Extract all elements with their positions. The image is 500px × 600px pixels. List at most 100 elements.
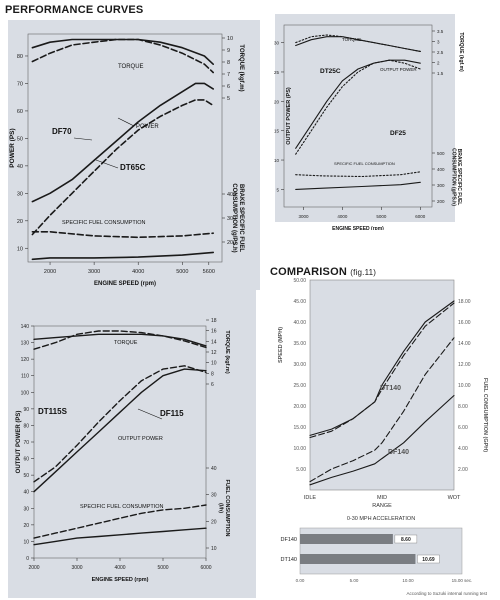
annotation-dt25c: DT25C	[320, 68, 341, 75]
y2-axis-label: FUEL CONSUMPTION (GPH)	[482, 378, 488, 452]
y2-tick-label: 4.00	[458, 446, 468, 452]
y-tick-label: 40	[17, 164, 23, 170]
y-tick-label: 25.00	[293, 383, 306, 389]
comparison-heading: COMPARISON (fig.11)	[270, 266, 376, 278]
chart-df25-panel	[275, 14, 455, 222]
annotation-torque: TORQUE	[342, 37, 361, 42]
y-tick-label: 5	[276, 187, 279, 192]
annotation-df25: DF25	[390, 130, 406, 137]
y2-tick-label: 14.00	[458, 341, 471, 347]
chart-df115-panel	[8, 288, 256, 598]
y-tick-label: 30.00	[293, 362, 306, 368]
y3-tick-label: 300	[437, 183, 445, 188]
y3-tick-label: 30	[211, 493, 217, 499]
y-tick-label: 25	[274, 70, 280, 75]
y3-axis-label: BRAKE SPECIFIC FUELCONSUMPTION (g/PS.h)	[231, 183, 244, 252]
y-tick-label: 120	[21, 357, 30, 363]
x-tick-label: 3000	[298, 214, 309, 219]
series-df25	[295, 59, 421, 149]
y-tick-label: 50	[23, 473, 29, 479]
y3-tick-label: 500	[437, 151, 445, 156]
x-tick-label: 10.00	[402, 578, 414, 583]
annotation-df140: DF140	[388, 449, 409, 456]
annotation-df70: DF70	[52, 127, 72, 136]
bar-label-df140: DF140	[280, 537, 297, 543]
y2-axis-label: TORQUE (kgf.m)	[458, 32, 464, 72]
y-tick-label: 90	[23, 407, 29, 413]
series-df115	[33, 368, 207, 493]
series-dt140-speed	[309, 302, 455, 439]
x-tick-label: 15.00 sec.	[452, 578, 473, 583]
annotation-output-power: OUTPUT POWER	[380, 67, 417, 72]
y-tick-label: 10	[274, 158, 280, 163]
y-axis-label: SPEED (MPH)	[278, 327, 284, 363]
y-tick-label: 110	[21, 374, 29, 380]
chart-title: 0-30 MPH ACCELERATION	[347, 516, 415, 522]
annotation-specific-fuel-consumption: SPECIFIC FUEL CONSUMPTION	[62, 220, 146, 226]
x-tick-label: IDLE	[304, 495, 317, 501]
annotation-leader	[117, 117, 135, 127]
annotation-specific-fuel-consumption: SPECIFIC FUEL CONSUMPTION	[334, 161, 395, 166]
y-tick-label: 130	[21, 341, 30, 347]
y-tick-label: 20	[274, 99, 280, 104]
y-tick-label: 80	[17, 54, 23, 60]
bar-label-dt140: DT140	[280, 557, 297, 563]
bar-value-dt140: 10.69	[422, 557, 435, 563]
series-dt115s	[33, 365, 207, 483]
annotation-power: POWER	[136, 124, 159, 130]
y-tick-label: 10	[17, 246, 23, 252]
y3-tick-label: 300	[227, 216, 236, 222]
y-axis-label: POWER (PS)	[9, 128, 16, 167]
y3-tick-label: 400	[227, 192, 236, 198]
series-dt65c	[31, 99, 214, 236]
y-tick-label: 35.00	[293, 341, 306, 347]
plot-frame	[33, 325, 207, 559]
y-tick-label: 30	[17, 191, 23, 197]
annotation-dt140: DT140	[380, 385, 401, 392]
y2-tick-label: 7	[227, 72, 230, 78]
y3-tick-label: 200	[437, 199, 445, 204]
y2-tick-label: 10	[211, 361, 217, 367]
x-tick-label: 5.00	[350, 578, 359, 583]
series-dt65c-torque	[31, 38, 214, 74]
series-dt140	[309, 337, 455, 483]
x-tick-label: 6000	[200, 565, 211, 571]
y2-tick-label: 2.5	[437, 50, 444, 55]
x-tick-label: 6000	[415, 214, 426, 219]
x-axis-label: ENGINE SPEED (rpm)	[92, 577, 149, 583]
y-tick-label: 140	[21, 324, 30, 330]
bar-df140	[300, 534, 393, 544]
y2-tick-label: 6.00	[458, 425, 468, 431]
y-tick-label: 10.00	[293, 446, 306, 452]
y-axis-label: OUTPUT POWER (PS)	[16, 411, 22, 474]
comparison-title: COMPARISON	[270, 266, 347, 278]
chart-df115: 0 10 20 30 40 50 60 70 80 90 100 110 120 130 140 2000 30…	[16, 318, 230, 583]
annotation-torque: TORQUE	[114, 340, 138, 346]
bar-dt140	[300, 554, 416, 564]
x-tick-label: 3000	[88, 269, 100, 275]
y-tick-label: 10	[23, 539, 29, 545]
y2-tick-label: 8	[227, 60, 230, 66]
chart-comparison: 5.00 10.00 15.00 20.00 25.00 30.00 35.00 40.00 4…	[278, 278, 488, 509]
y2-tick-label: 3.5	[437, 29, 444, 34]
y2-tick-label: 12	[211, 350, 217, 356]
y2-tick-label: 6	[227, 84, 230, 90]
y2-tick-label: 5	[227, 96, 230, 102]
y-tick-label: 20.00	[293, 404, 306, 410]
chart-df25: 5 10 15 20 25 30 3000 4000 5000 6000 3.5 3 2.5 2 1.5 50…	[274, 24, 464, 230]
annotation-leader	[73, 137, 93, 141]
y3-tick-label: 200	[227, 240, 236, 246]
y-tick-label: 60	[17, 109, 23, 115]
x-tick-label: 0.00	[296, 578, 305, 583]
x-tick-label: 5000	[376, 214, 387, 219]
series-df140	[309, 394, 455, 486]
x-tick-label: 2000	[44, 269, 56, 275]
y2-tick-label: 2.00	[458, 467, 468, 473]
x-tick-label: 4000	[337, 214, 348, 219]
y2-tick-label: 10	[227, 36, 233, 42]
comparison-fig: (fig.11)	[350, 268, 377, 277]
y2-tick-label: 18.00	[458, 299, 471, 305]
y2-tick-label: 8	[211, 371, 214, 377]
x-axis-label: RANGE	[372, 503, 392, 509]
y-tick-label: 60	[23, 457, 29, 463]
